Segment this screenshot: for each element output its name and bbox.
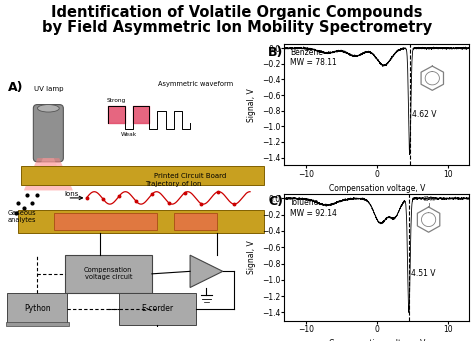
Text: Ions: Ions: [64, 191, 79, 197]
Text: Weak: Weak: [121, 132, 137, 137]
Text: Printed Circuit Board: Printed Circuit Board: [154, 173, 226, 178]
Text: Python: Python: [24, 304, 51, 313]
Text: B): B): [268, 46, 283, 59]
Text: Strong: Strong: [107, 98, 126, 103]
Text: Benzene
MW = 78.11: Benzene MW = 78.11: [290, 48, 337, 68]
Polygon shape: [21, 165, 264, 186]
Text: Identification of Volatile Organic Compounds: Identification of Volatile Organic Compo…: [51, 5, 423, 20]
Text: Gaseous
analytes: Gaseous analytes: [8, 210, 36, 223]
Text: UV lamp: UV lamp: [34, 86, 63, 92]
FancyBboxPatch shape: [119, 293, 195, 325]
FancyBboxPatch shape: [6, 322, 69, 326]
Polygon shape: [32, 158, 64, 186]
Text: Asymmetric waveform: Asymmetric waveform: [158, 81, 233, 87]
X-axis label: Compensation voltage, V: Compensation voltage, V: [328, 184, 425, 193]
Polygon shape: [190, 255, 223, 287]
Text: E-corder: E-corder: [141, 304, 173, 313]
FancyBboxPatch shape: [54, 213, 157, 230]
FancyBboxPatch shape: [64, 255, 152, 293]
Text: Toluene
MW = 92.14: Toluene MW = 92.14: [290, 198, 337, 218]
X-axis label: Compensation voltage, V: Compensation voltage, V: [328, 339, 425, 341]
Polygon shape: [18, 210, 264, 233]
FancyBboxPatch shape: [8, 293, 67, 325]
Text: by Field Asymmetric Ion Mobility Spectrometry: by Field Asymmetric Ion Mobility Spectro…: [42, 20, 432, 35]
Text: CH₃: CH₃: [422, 196, 435, 202]
Text: C): C): [268, 195, 283, 208]
FancyBboxPatch shape: [173, 213, 217, 230]
Ellipse shape: [37, 105, 59, 112]
Text: A): A): [8, 81, 23, 94]
Y-axis label: Signal, V: Signal, V: [247, 241, 256, 274]
Y-axis label: Signal, V: Signal, V: [247, 88, 256, 122]
Text: Compensation
voltage circuit: Compensation voltage circuit: [84, 267, 133, 280]
Text: Trajectory of Ion: Trajectory of Ion: [146, 181, 202, 187]
Text: 4.51 V: 4.51 V: [411, 269, 436, 278]
FancyBboxPatch shape: [33, 105, 64, 162]
Text: 4.62 V: 4.62 V: [412, 110, 436, 119]
Polygon shape: [24, 158, 73, 190]
